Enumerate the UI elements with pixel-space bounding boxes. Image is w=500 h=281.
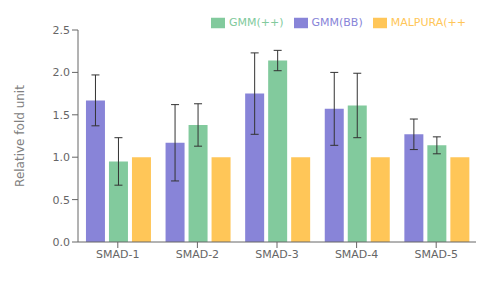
svg-text:2.5: 2.5: [53, 24, 71, 37]
svg-text:SMAD-3: SMAD-3: [255, 248, 298, 261]
html-text:GMM(BB): GMM(BB): [311, 16, 363, 29]
html-text:MALPURA(++: MALPURA(++: [390, 16, 466, 29]
svg-text:SMAD-5: SMAD-5: [414, 248, 457, 261]
svg-text:2.0: 2.0: [53, 66, 71, 79]
svg-text:0.0: 0.0: [53, 236, 71, 249]
svg-text:Relative fold unit: Relative fold unit: [13, 85, 27, 187]
html-text:GMM(++): GMM(++): [229, 16, 284, 29]
svg-text:1.5: 1.5: [53, 109, 71, 122]
svg-text:SMAD-1: SMAD-1: [96, 248, 139, 261]
svg-text:SMAD-2: SMAD-2: [176, 248, 219, 261]
svg-text:SMAD-4: SMAD-4: [335, 248, 378, 261]
svg-text:0.5: 0.5: [53, 194, 71, 207]
svg-text:1.0: 1.0: [53, 151, 71, 164]
